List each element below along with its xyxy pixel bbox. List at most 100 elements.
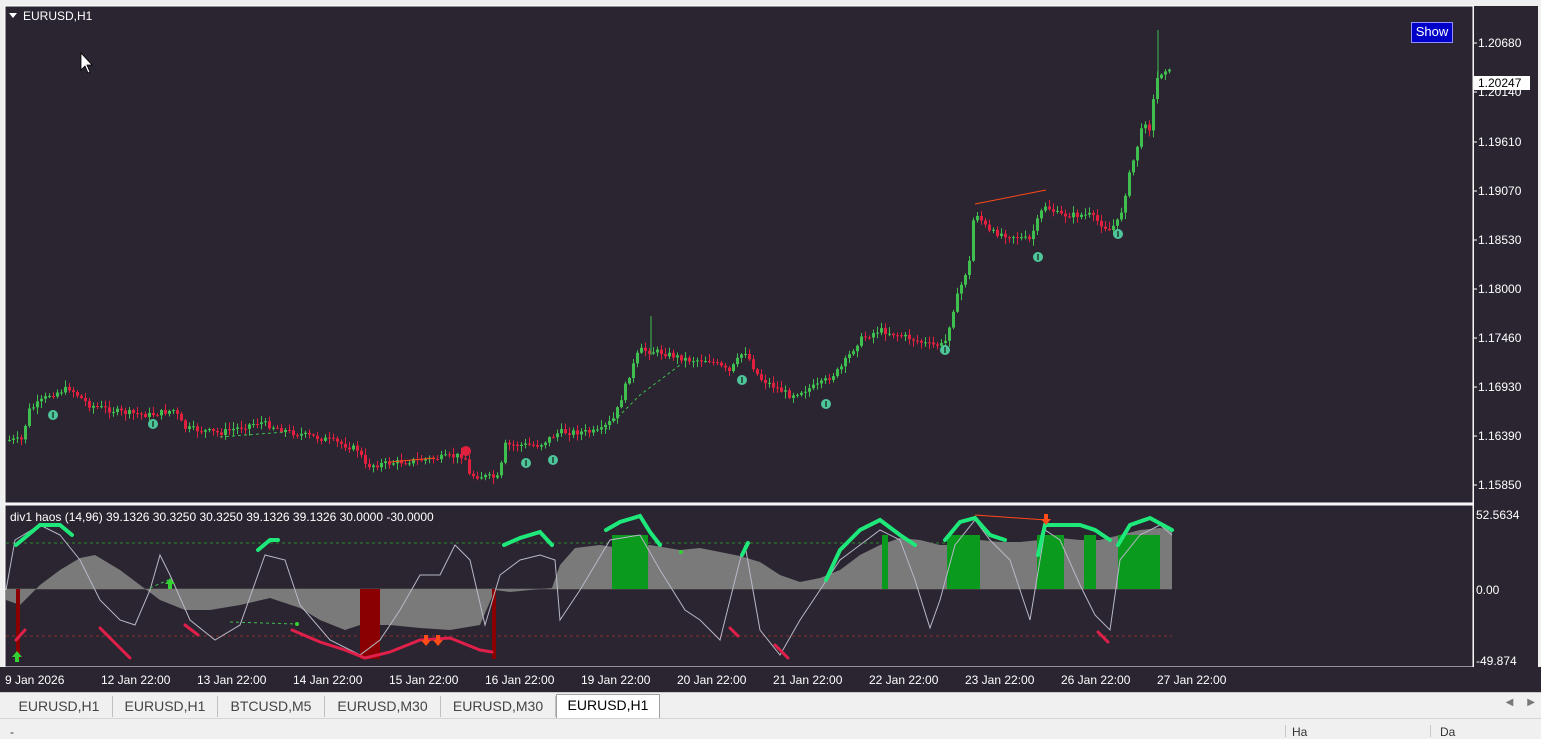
arrow-up-icon (12, 651, 22, 662)
candle-body (136, 413, 139, 415)
candle-body (1064, 213, 1067, 217)
candle-body (452, 454, 455, 458)
candle-body (52, 396, 55, 398)
tab-scroll-right-icon[interactable]: ▶ (1527, 697, 1535, 708)
candle-body (440, 454, 443, 460)
indicator-divergence-line (974, 514, 1047, 521)
candle-body (932, 342, 935, 345)
candle-body (1024, 236, 1027, 238)
candle-body (176, 410, 179, 414)
candle-body (844, 358, 847, 367)
candle-body (312, 434, 315, 436)
candle-body (856, 345, 859, 352)
time-tick: 27 Jan 22:00 (1157, 673, 1227, 687)
candle-body (728, 367, 731, 372)
candle-body (896, 335, 899, 337)
candle-body (456, 453, 459, 458)
candle-body (464, 458, 467, 460)
time-tick: 23 Jan 22:00 (965, 673, 1035, 687)
candle-body (568, 433, 571, 435)
time-tick: 14 Jan 22:00 (293, 673, 363, 687)
candle-body (592, 429, 595, 433)
candle-body (376, 465, 379, 468)
indicator-label: div1 haos (14,96) 39.1326 30.3250 30.325… (10, 510, 434, 524)
candle-body (160, 410, 163, 416)
tab-eurusd-h1[interactable]: EURUSD,H1 (113, 696, 218, 717)
candle-body (72, 390, 75, 393)
status-bar: - Ha Da (0, 718, 1541, 739)
candle-body (1160, 74, 1163, 79)
tab-scroll-arrows[interactable]: ◀ ▶ (1492, 697, 1535, 708)
tab-eurusd-m30[interactable]: EURUSD,M30 (441, 696, 556, 717)
candle-body (308, 432, 311, 435)
candle-body (16, 437, 19, 439)
candle-body (272, 427, 275, 429)
candle-body (992, 229, 995, 231)
candle-body (636, 352, 639, 364)
candle-body (40, 398, 43, 402)
candle-body (952, 311, 955, 328)
indicator-tick: -49.874 (1476, 654, 1517, 668)
candle-body (436, 459, 439, 461)
candle-body (936, 344, 939, 346)
candle-body (708, 361, 711, 363)
candle-body (180, 413, 183, 421)
tab-eurusd-h1-active[interactable]: EURUSD,H1 (556, 694, 660, 719)
candle-body (716, 362, 719, 364)
signal-curve-up (824, 517, 917, 582)
show-button[interactable]: Show (1411, 22, 1453, 43)
price-tick: 1.16390 (1478, 429, 1522, 443)
candle-body (832, 376, 835, 380)
candle-body (324, 437, 327, 441)
tab-btcusd-m5[interactable]: BTCUSD,M5 (218, 696, 325, 717)
arrow-up-icon (165, 578, 175, 589)
collapse-arrow-icon[interactable] (9, 13, 17, 18)
candle-body (484, 475, 487, 478)
candle-body (964, 275, 967, 285)
candle-body (76, 392, 79, 396)
candle-body (108, 407, 111, 413)
status-mid: Ha (1292, 725, 1308, 739)
price-tick: 1.16930 (1478, 380, 1522, 394)
candle-body (88, 401, 91, 408)
candle-body (792, 395, 795, 398)
candle-body (700, 360, 703, 362)
candle-body (392, 463, 395, 465)
candle-body (580, 431, 583, 435)
price-pane[interactable] (4, 5, 1474, 504)
candle-body (928, 342, 931, 344)
candle-body (1028, 236, 1031, 240)
arrow-down-icon (421, 635, 431, 646)
candle-body (336, 438, 339, 442)
candle-body (304, 432, 307, 434)
candle-body (1040, 210, 1043, 219)
candle-body (732, 364, 735, 372)
candle-body (12, 438, 15, 440)
candle-body (200, 431, 203, 433)
candle-body (528, 443, 531, 445)
candle-body (972, 220, 975, 261)
tab-scroll-left-icon[interactable]: ◀ (1505, 697, 1514, 708)
divergence-line (389, 457, 436, 463)
candle-body (632, 363, 635, 378)
candle-body (472, 473, 475, 477)
candle-body (112, 412, 115, 414)
candle-body (44, 396, 47, 399)
candle-body (168, 410, 171, 414)
arrow-down-icon (433, 635, 443, 646)
candle-body (204, 430, 207, 432)
candle-body (540, 445, 543, 447)
histogram-area (6, 528, 1172, 630)
candle-body (644, 347, 647, 351)
candle-body (876, 332, 879, 334)
tab-eurusd-h1[interactable]: EURUSD,H1 (6, 696, 113, 717)
chart-window[interactable]: EURUSD,H1 1.20680 1.20140 1.19610 1.1907… (0, 0, 1541, 692)
candle-body (344, 443, 347, 448)
signal-curve-up (740, 541, 750, 557)
candle-body (244, 428, 247, 430)
tab-eurusd-m30[interactable]: EURUSD,M30 (325, 696, 441, 717)
candle-body (1056, 210, 1059, 212)
signal-curve-down (728, 626, 740, 638)
current-price-tag (1474, 76, 1530, 90)
candle-body (424, 459, 427, 461)
